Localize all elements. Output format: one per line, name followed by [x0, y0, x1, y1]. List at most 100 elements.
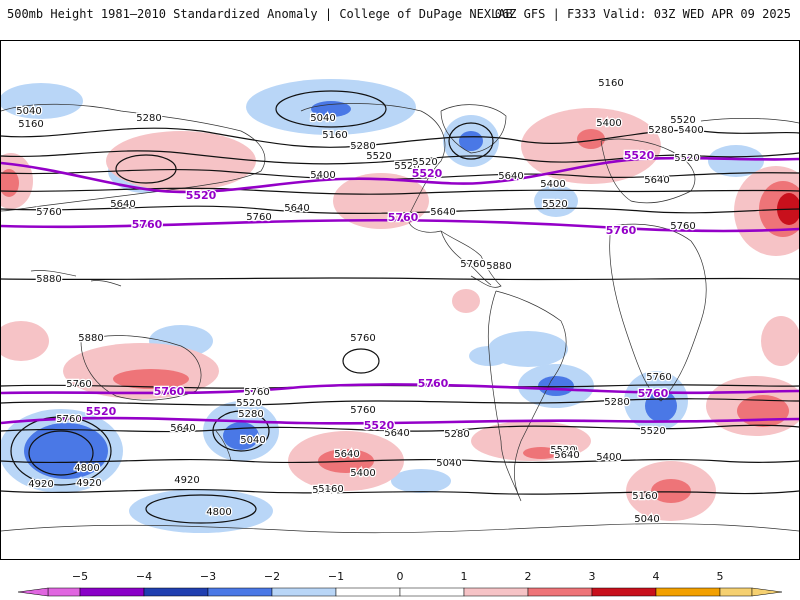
contour-label: 5640 [170, 423, 195, 434]
contour-loop [115, 154, 177, 184]
contour-label: 4800 [74, 463, 99, 474]
anomaly-blob [452, 289, 480, 313]
contour-label: 5160 [632, 491, 657, 502]
contour-line [1, 398, 799, 406]
contour-label: 5520 [236, 398, 261, 409]
contour-label: 5520 [640, 426, 665, 437]
contour-label: 5760 [244, 387, 269, 398]
colorbar-tick-label: −4 [135, 570, 153, 583]
contour-label: 5520 [550, 445, 575, 456]
anomaly-blob [469, 346, 509, 366]
colorbar-tick-label: −1 [327, 570, 345, 583]
contour-loop [448, 122, 494, 160]
highlight-contour-label: 5760 [606, 224, 637, 237]
colorbar-tick-label: 2 [524, 570, 532, 583]
anomaly-blob [1, 169, 19, 197]
contour-label: 5640 [384, 428, 409, 439]
contour-label: 5040 [240, 435, 265, 446]
highlight-contour-label: 5520 [412, 167, 443, 180]
contour-line [1, 424, 799, 433]
contour-label: 5040 [16, 106, 41, 117]
contour-label: 5160 [318, 484, 343, 495]
contour-line [1, 150, 799, 165]
indonesia-islands [30, 270, 122, 287]
colorbar-tick-label: −5 [71, 570, 89, 583]
colorbar-tick-label: −3 [199, 570, 217, 583]
asia-east-coast [700, 118, 799, 124]
highlight-contour-labels: 5520552055205760576057605760576057605520… [84, 148, 669, 434]
highlight-contour-label: 5760 [132, 218, 163, 231]
africa-coast [609, 223, 707, 402]
anomaly-blob [651, 479, 691, 503]
contour-label: 5520 [412, 157, 437, 168]
contour-label: 5760 [350, 333, 375, 344]
colorbar-tick-label: 5 [716, 570, 724, 583]
run-info: 06Z GFS | F333 Valid: 03Z WED APR 09 202… [494, 7, 791, 21]
south-america-coast [487, 290, 567, 502]
contour-label: 5040 [310, 113, 335, 124]
contour-label: 5040 [436, 458, 461, 469]
contour-5760-south [1, 383, 799, 395]
colorbar-tick-label: 3 [588, 570, 596, 583]
contour-label: 5640 [284, 203, 309, 214]
contour-line [1, 127, 799, 148]
anomaly-blob [761, 316, 799, 366]
colorbar-max-arrow [751, 587, 783, 597]
highlight-contour-label: 5520 [186, 189, 217, 202]
contour-5520-north [1, 156, 799, 194]
contour-label: 5760 [56, 414, 81, 425]
colorbar-tick-label: 1 [460, 570, 468, 583]
colorbar-bin [47, 587, 81, 597]
colorbar-bin [655, 587, 721, 597]
anomaly-blob [577, 129, 605, 149]
contour-line [1, 488, 799, 495]
north-america-coast [300, 103, 502, 288]
map-title: 500mb Height 1981–2010 Standardized Anom… [7, 7, 513, 21]
contour-label: 5760 [36, 207, 61, 218]
contour-label: 4920 [174, 475, 199, 486]
height-contours [1, 90, 799, 524]
contour-loop [342, 348, 380, 374]
contour-5760-north [1, 218, 799, 233]
colorbar-bin [527, 587, 593, 597]
colorbar-min-arrow [17, 587, 49, 597]
antarctica-coast [1, 523, 799, 534]
header: 500mb Height 1981–2010 Standardized Anom… [0, 0, 800, 30]
colorbar-bin [207, 587, 273, 597]
anomaly-blob [538, 376, 574, 396]
map-panel: 5160 5040 5160 5280 5040 5160 5280 5400 5520 5280… [0, 40, 800, 560]
contour-label: 5640 [334, 449, 359, 460]
highlight-contour-label: 5760 [418, 377, 449, 390]
contour-label: 5280 [350, 141, 375, 152]
contour-label: 5040 [634, 514, 659, 525]
contour-label: 5280 [238, 409, 263, 420]
contour-label: 5160 [322, 130, 347, 141]
asia-coast [1, 103, 266, 212]
contour-line [1, 205, 799, 214]
contour-label: 5160 [598, 78, 623, 89]
contour-label: 5520 [552, 445, 577, 456]
contour-line [1, 458, 799, 464]
anomaly-blob [459, 131, 483, 151]
coastlines [1, 103, 799, 534]
anomaly-blob [333, 173, 429, 229]
highlight-contour-label: 5760 [154, 385, 185, 398]
contour-label: 5760 [646, 372, 671, 383]
anomaly-blob [24, 423, 108, 479]
contour-label: 4800 [206, 507, 231, 518]
contour-label: 5760 [350, 405, 375, 416]
colorbar-bin [271, 587, 337, 597]
contour-loop [275, 90, 387, 128]
contour-5520-south [1, 416, 799, 425]
contour-loop [10, 416, 112, 486]
new-zealand-coast [215, 430, 232, 462]
contour-label: 5280 [136, 113, 161, 124]
contour-label: 5520 [366, 151, 391, 162]
anomaly-blob [708, 145, 764, 177]
contour-label: 5520 [542, 199, 567, 210]
highlight-contour-label: 5760 [638, 387, 669, 400]
contour-label: 5280 [604, 397, 629, 408]
colorbar: −5 −4 −3 −2 −1 0 1 2 3 4 5 [0, 570, 800, 600]
colorbar-bin [591, 587, 657, 597]
